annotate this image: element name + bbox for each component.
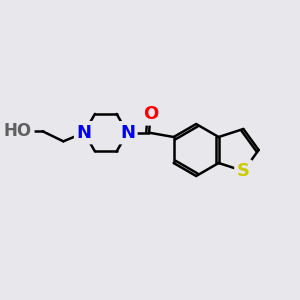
Text: HO: HO [4, 122, 32, 140]
Text: N: N [76, 124, 92, 142]
Text: O: O [143, 105, 158, 123]
Text: S: S [237, 162, 250, 180]
Text: N: N [120, 124, 135, 142]
